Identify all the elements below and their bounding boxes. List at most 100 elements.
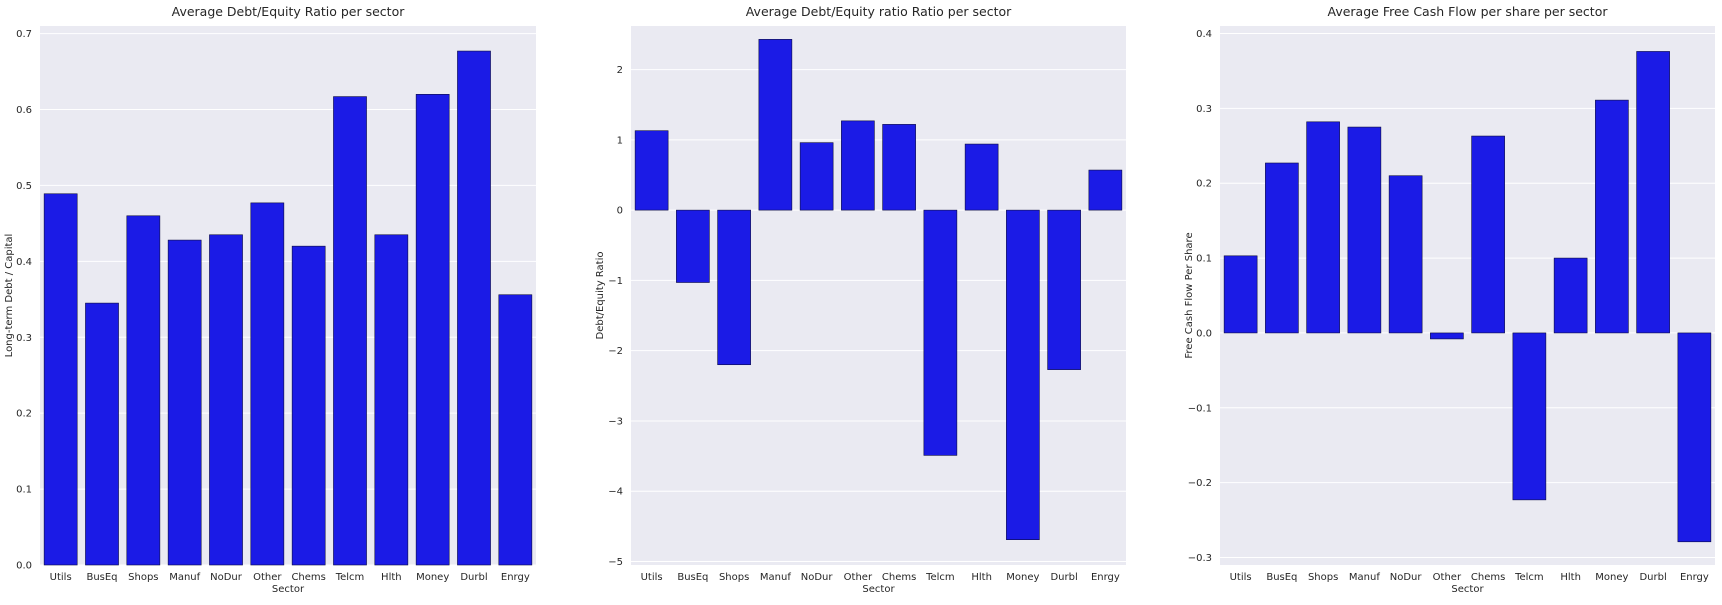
bar-enrgy — [1677, 332, 1712, 543]
y-tick-label: 0.1 — [1196, 254, 1212, 265]
y-tick-label: 0.1 — [16, 485, 32, 496]
x-tick-label: NoDur — [210, 572, 243, 583]
bar-utils — [43, 193, 78, 566]
x-tick-label: Chems — [882, 572, 916, 583]
x-tick-label: NoDur — [801, 572, 834, 583]
bar-chems — [291, 245, 326, 566]
y-tick-label: 0.6 — [16, 105, 32, 116]
bar-shops — [126, 215, 161, 566]
x-axis-label: Sector — [272, 584, 305, 595]
x-tick-label: Chems — [1471, 572, 1505, 583]
x-tick-label: Durbl — [1639, 572, 1666, 583]
y-tick-label: 0.3 — [1196, 104, 1212, 115]
x-tick-label: NoDur — [1390, 572, 1423, 583]
y-tick-label: 1 — [617, 135, 623, 146]
x-tick-label: Utils — [50, 572, 72, 583]
y-axis-label: Free Cash Flow Per Share — [1184, 232, 1195, 358]
bar-durbl — [1636, 51, 1670, 334]
bar-durbl — [457, 50, 491, 566]
y-tick-label: 0.7 — [16, 29, 32, 40]
plot-background — [631, 26, 1126, 565]
bar-manuf — [1347, 126, 1382, 334]
plot-background — [1220, 26, 1715, 565]
chart-panel-2: −5 −4 −3 −2 −1 0 1 2 Utils BusEq Shops Manuf NoDur Ot… — [595, 4, 1126, 595]
bar-telcm — [1512, 332, 1547, 501]
bar-shops — [1306, 121, 1340, 334]
x-tick-label: Enrgy — [1091, 572, 1120, 583]
x-tick-label: Manuf — [760, 572, 791, 583]
bar-hlth — [374, 234, 409, 566]
x-tick-label: Utils — [1230, 572, 1252, 583]
bar-telcm — [333, 96, 367, 566]
x-tick-label: Manuf — [169, 572, 200, 583]
x-tick-label: Enrgy — [501, 572, 530, 583]
y-tick-label: 0.0 — [1196, 328, 1212, 339]
bar-chems — [1471, 135, 1505, 334]
y-tick-label: −0.1 — [1188, 403, 1212, 414]
y-tick-label: 0.2 — [16, 409, 32, 420]
x-tick-label: Utils — [641, 572, 663, 583]
x-tick-label: Hlth — [381, 572, 402, 583]
x-tick-label: Manuf — [1349, 572, 1380, 583]
bar-money — [1006, 209, 1040, 541]
bar-other — [250, 202, 285, 566]
y-tick-label: −2 — [608, 346, 623, 357]
x-axis-label: Sector — [1451, 584, 1484, 595]
y-tick-label: 0.3 — [16, 333, 32, 344]
bar-nodur — [799, 142, 834, 211]
bar-money — [415, 94, 450, 566]
bar-durbl — [1047, 209, 1081, 370]
y-tick-label: 0.4 — [16, 257, 32, 268]
x-axis-label: Sector — [862, 584, 895, 595]
bar-enrgy — [498, 294, 533, 566]
y-tick-label: 0.5 — [16, 181, 32, 192]
bar-utils — [634, 130, 669, 211]
bar-telcm — [923, 209, 958, 456]
bar-nodur — [1388, 175, 1423, 334]
x-tick-label: BusEq — [677, 572, 708, 583]
bar-chems — [882, 124, 916, 211]
chart-title: Average Debt/Equity Ratio per sector — [172, 4, 406, 19]
bar-hlth — [964, 143, 999, 211]
x-tick-label: Telcm — [335, 572, 365, 583]
x-tick-label: Other — [1433, 572, 1462, 583]
y-tick-label: 2 — [617, 65, 623, 76]
y-tick-label: −5 — [608, 557, 623, 568]
bar-manuf — [758, 39, 793, 211]
y-tick-label: −4 — [608, 487, 623, 498]
x-tick-label: Money — [1595, 572, 1628, 583]
bar-utils — [1223, 255, 1258, 334]
x-tick-label: Money — [1006, 572, 1039, 583]
x-tick-label: Telcm — [1514, 572, 1544, 583]
x-tick-label: Money — [416, 572, 449, 583]
x-tick-label: BusEq — [86, 572, 117, 583]
bar-enrgy — [1088, 169, 1123, 211]
x-tick-label: Shops — [128, 572, 158, 583]
x-tick-label: BusEq — [1266, 572, 1297, 583]
y-tick-label: 0.2 — [1196, 179, 1212, 190]
y-tick-label: 0.4 — [1196, 29, 1212, 40]
x-tick-label: Hlth — [971, 572, 992, 583]
x-tick-label: Shops — [719, 572, 749, 583]
y-axis-label: Long-term Debt / Capital — [4, 234, 15, 358]
y-tick-label: 0.0 — [16, 561, 32, 572]
bar-manuf — [167, 239, 202, 566]
y-tick-label: −0.3 — [1188, 553, 1212, 564]
y-tick-label: −0.2 — [1188, 478, 1212, 489]
chart-panel-1: 0.0 0.1 0.2 0.3 0.4 0.5 0.6 0.7 Utils BusEq Shops M… — [4, 4, 536, 595]
bar-other — [1430, 332, 1464, 340]
bar-shops — [717, 209, 751, 366]
x-tick-label: Durbl — [460, 572, 487, 583]
chart-title: Average Debt/Equity ratio Ratio per sect… — [746, 4, 1012, 19]
x-tick-label: Chems — [291, 572, 325, 583]
chart-panel-3: −0.3 −0.2 −0.1 0.0 0.1 0.2 0.3 0.4 Utils BusEq Sho… — [1184, 4, 1715, 595]
y-axis-label: Debt/Equity Ratio — [595, 252, 606, 340]
bar-hlth — [1553, 257, 1588, 334]
x-tick-label: Durbl — [1050, 572, 1077, 583]
x-tick-label: Other — [253, 572, 282, 583]
chart-title: Average Free Cash Flow per share per sec… — [1328, 4, 1609, 19]
x-tick-label: Enrgy — [1680, 572, 1709, 583]
bar-buseq — [1265, 162, 1299, 334]
